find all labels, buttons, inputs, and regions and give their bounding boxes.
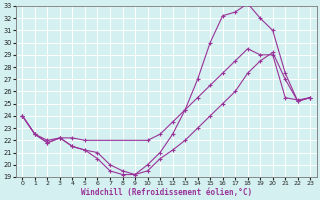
X-axis label: Windchill (Refroidissement éolien,°C): Windchill (Refroidissement éolien,°C) [81,188,252,197]
